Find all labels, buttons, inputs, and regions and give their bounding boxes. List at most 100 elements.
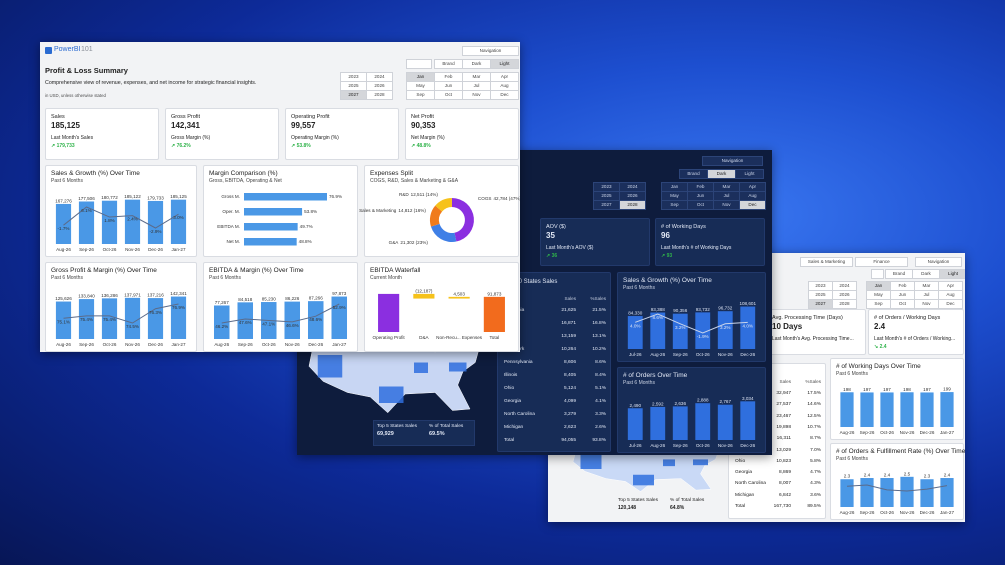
x-label: Nov-26 — [285, 342, 300, 347]
button[interactable]: 2027 — [340, 90, 367, 100]
button[interactable]: Dec — [490, 90, 519, 100]
text: Net Profit — [411, 114, 434, 120]
button[interactable]: Sales & Marketing — [800, 257, 853, 267]
button[interactable]: Nov — [462, 90, 491, 100]
text: 16,311 — [776, 436, 791, 442]
bar — [840, 479, 854, 507]
text: 3,279 — [563, 412, 576, 417]
line-label: 6.1% — [81, 208, 91, 213]
bar — [101, 298, 118, 339]
button[interactable]: Dark — [707, 169, 736, 179]
button[interactable]: Dark — [912, 269, 940, 279]
text: EBITDA & Margin (%) Over Time — [209, 267, 304, 274]
bar-label: 90,356 — [673, 308, 687, 313]
x-label: Jul-26 — [629, 352, 642, 357]
button[interactable]: Oct — [687, 200, 714, 210]
text: ↗ 93 — [661, 253, 673, 259]
button[interactable]: Nov — [914, 299, 939, 309]
button[interactable]: 2027 — [808, 299, 833, 309]
text: 16.8% — [592, 321, 606, 326]
bar — [78, 201, 95, 244]
button[interactable]: Light — [939, 269, 965, 279]
bar — [860, 478, 874, 507]
segment-name: R&D — [399, 192, 409, 197]
card: Sales 185,125 Last Month's Sales ↗ 179,733 — [45, 108, 159, 160]
chart: 84,330 Jul-26 93,388 Aug-26 90,356 Sep-26 93,7… — [627, 301, 756, 357]
text: 89.5% — [807, 504, 821, 509]
bar — [170, 199, 187, 244]
card: Gross Profit & Margin (%) Over Time Past … — [45, 262, 197, 352]
button[interactable]: Sep — [406, 90, 435, 100]
button[interactable]: Dec — [938, 299, 963, 309]
eye-toggle[interactable] — [406, 59, 432, 69]
bar-label: 137,971 — [124, 292, 141, 297]
button[interactable]: 2028 — [366, 90, 393, 100]
button[interactable]: Navigation — [702, 156, 763, 166]
button[interactable]: Finance — [855, 257, 908, 267]
line — [635, 313, 748, 334]
line-label: 8.6% — [653, 315, 663, 320]
text: 23,467 — [776, 413, 791, 419]
x-label: Sep-26 — [79, 247, 94, 252]
text: North Carolina — [735, 481, 766, 487]
button[interactable]: Light — [490, 59, 519, 69]
text: PowerBI — [54, 46, 81, 53]
button[interactable]: Sep — [661, 200, 688, 210]
x-label: Oct-26 — [880, 430, 894, 435]
text: # of Working Days — [661, 224, 706, 230]
eye-toggle[interactable] — [871, 269, 884, 279]
text: 10,823 — [776, 458, 791, 464]
text: 96 — [661, 231, 670, 240]
bar — [244, 208, 303, 216]
x-label: Nov-26 — [125, 247, 140, 252]
button[interactable]: Brand — [679, 169, 708, 179]
bar — [695, 312, 711, 349]
bar — [672, 406, 688, 440]
text: Pennsylvania — [504, 360, 533, 365]
text: Ohio — [504, 386, 515, 391]
text: ↗ 76.2% — [171, 143, 191, 149]
text: Top 5 States Sales — [618, 498, 658, 503]
card: # of Orders / Working Days 2.4 Last Month'… — [868, 309, 964, 355]
line-label: 75.4% — [80, 317, 93, 322]
button[interactable]: Navigation — [915, 257, 962, 267]
map-region — [317, 355, 343, 378]
bar-label: 137,216 — [147, 293, 164, 298]
bar — [78, 299, 95, 339]
card: EBITDA & Margin (%) Over Time Past 6 Mont… — [203, 262, 358, 352]
button[interactable]: Navigation — [462, 46, 519, 56]
text: Gross, EBITDA, Operating & Net — [209, 178, 282, 184]
text: AOV ($) — [546, 224, 566, 230]
button[interactable]: Light — [735, 169, 764, 179]
button[interactable]: Oct — [890, 299, 915, 309]
button[interactable]: 2027 — [593, 200, 620, 210]
bar-label: 87,266 — [309, 296, 323, 301]
button[interactable]: 2028 — [619, 200, 646, 210]
button[interactable]: Sep — [866, 299, 891, 309]
text: 2.4 — [874, 322, 886, 331]
button[interactable]: Dark — [462, 59, 491, 69]
text: 8,869 — [778, 470, 791, 476]
text: 99,557 — [291, 121, 316, 130]
map-region — [449, 362, 467, 372]
bar-label: 97,873 — [332, 291, 346, 296]
text: %Sales — [590, 296, 606, 301]
bar-label: 48.8% — [299, 239, 312, 244]
button[interactable]: Oct — [434, 90, 463, 100]
button[interactable]: Brand — [434, 59, 463, 69]
text: Ohio — [735, 458, 746, 464]
bar — [717, 311, 733, 349]
button[interactable]: Dec — [739, 200, 766, 210]
text: Comprehensive view of revenue, expenses,… — [45, 80, 257, 86]
x-label: Dec-26 — [740, 443, 755, 448]
button[interactable]: Brand — [885, 269, 913, 279]
x-label: Oct-26 — [262, 342, 276, 347]
text: 10.7% — [807, 424, 821, 430]
button[interactable]: 2028 — [832, 299, 857, 309]
x-label: Dec-26 — [740, 352, 755, 357]
y-label: Oper. M. — [222, 209, 240, 214]
button[interactable]: Nov — [713, 200, 740, 210]
text: 6,842 — [778, 492, 791, 498]
x-label: Total — [490, 335, 500, 340]
donut-segment — [430, 223, 457, 242]
